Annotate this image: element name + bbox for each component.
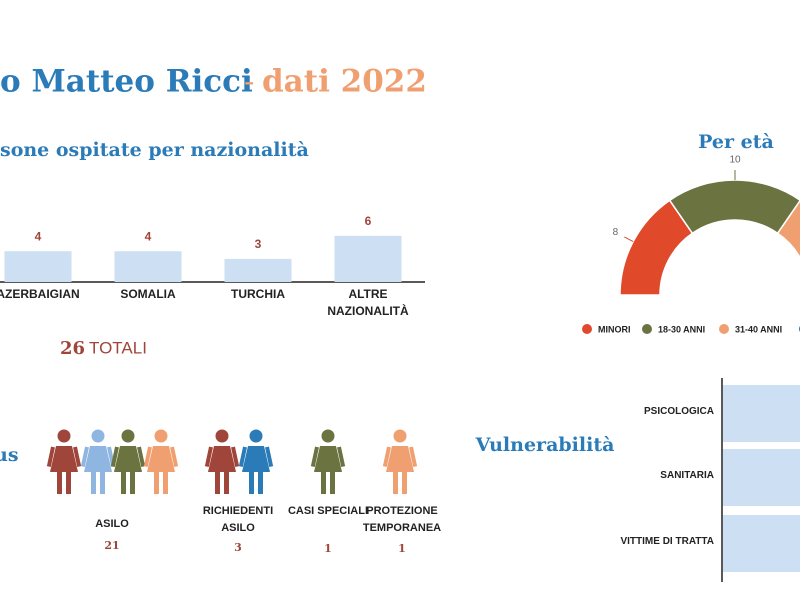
status-label: PROTEZIONE TEMPORANEA <box>362 505 442 534</box>
person-icon <box>409 446 418 467</box>
person-icon <box>147 446 175 472</box>
title: o Matteo Ricci <box>0 64 253 100</box>
person-icon <box>330 468 335 494</box>
person-icon <box>393 429 407 443</box>
title-year: dati 2022 <box>262 64 427 100</box>
person-icon <box>50 446 78 472</box>
person-icon <box>321 468 326 494</box>
bar <box>224 258 292 282</box>
person-icon <box>154 468 159 494</box>
status-label: CASI SPECIALI <box>287 505 369 517</box>
value-label: 6 <box>365 214 372 228</box>
legend-swatch <box>582 324 592 334</box>
person-icon <box>386 446 414 472</box>
status-title: us <box>0 444 19 466</box>
person-icon <box>265 446 274 467</box>
person-icon <box>208 446 236 472</box>
totals-label: TOTALI <box>89 338 147 357</box>
category-label: SANITARIA <box>660 470 714 481</box>
status-label: RICHIEDENTI ASILO <box>202 505 274 534</box>
bar <box>723 515 800 572</box>
person-icon <box>121 429 135 443</box>
status-label: ASILO <box>95 518 129 530</box>
person-icon <box>249 429 263 443</box>
person-icon <box>121 468 126 494</box>
person-icon <box>215 429 229 443</box>
status-value: 1 <box>324 542 332 555</box>
person-icon <box>402 468 407 494</box>
value-label: 3 <box>255 237 262 251</box>
pie-segment <box>776 199 800 260</box>
person-icon <box>382 446 391 467</box>
person-icon <box>393 468 398 494</box>
person-icon <box>238 446 247 467</box>
bar <box>723 449 800 506</box>
category-label: ALTRE NAZIONALITÀ <box>327 287 409 318</box>
bar <box>114 251 182 282</box>
person-icon <box>137 446 146 467</box>
person-icon <box>242 446 270 472</box>
bar <box>334 235 402 282</box>
person-icon <box>91 468 96 494</box>
person-icon <box>91 429 105 443</box>
person-icon <box>143 446 152 467</box>
totals-value: 26 <box>60 338 85 359</box>
chart-title: Per età <box>698 131 774 153</box>
person-icon <box>258 468 263 494</box>
value-label: 4 <box>145 229 152 243</box>
person-icon <box>215 468 220 494</box>
value-label: 4 <box>35 229 42 243</box>
legend-swatch <box>719 324 729 334</box>
person-icon <box>231 446 240 467</box>
legend-swatch <box>642 324 652 334</box>
legend-label: 31-40 ANNI <box>735 324 782 334</box>
legend-label: 18-30 ANNI <box>658 324 705 334</box>
person-icon <box>321 429 335 443</box>
person-icon <box>249 468 254 494</box>
person-icon <box>57 429 71 443</box>
status-value: 3 <box>234 541 242 554</box>
status-value: 1 <box>398 542 406 555</box>
person-icon <box>114 446 142 472</box>
status-value: 21 <box>104 539 119 552</box>
person-icon <box>337 446 346 467</box>
value-label: 10 <box>729 155 741 166</box>
category-label: TURCHIA <box>231 287 285 301</box>
person-icon <box>84 446 112 472</box>
leader-line <box>624 236 634 242</box>
category-label: SOMALIA <box>120 287 176 301</box>
person-icon <box>66 468 71 494</box>
person-icon <box>130 468 135 494</box>
person-icon <box>80 446 89 467</box>
pie-segment <box>668 179 800 235</box>
category-label: PSICOLOGICA <box>644 406 714 417</box>
person-icon <box>154 429 168 443</box>
bar <box>723 385 800 442</box>
person-icon <box>110 446 119 467</box>
person-icon <box>170 446 179 467</box>
person-icon <box>314 446 342 472</box>
legend-label: MINORI <box>598 324 631 334</box>
person-icon <box>310 446 319 467</box>
title-separator: - <box>244 64 254 100</box>
value-label: 8 <box>613 227 619 238</box>
person-icon <box>163 468 168 494</box>
person-icon <box>100 468 105 494</box>
person-icon <box>73 446 82 467</box>
person-icon <box>57 468 62 494</box>
person-icon <box>224 468 229 494</box>
bar <box>4 251 72 282</box>
person-icon <box>204 446 213 467</box>
category-label: AZERBAIGIAN <box>0 287 80 301</box>
person-icon <box>46 446 55 467</box>
category-label: VITTIME DI TRATTA <box>620 536 714 547</box>
chart-title: sone ospitate per nazionalità <box>0 139 309 161</box>
chart-title: Vulnerabilità <box>475 434 615 456</box>
